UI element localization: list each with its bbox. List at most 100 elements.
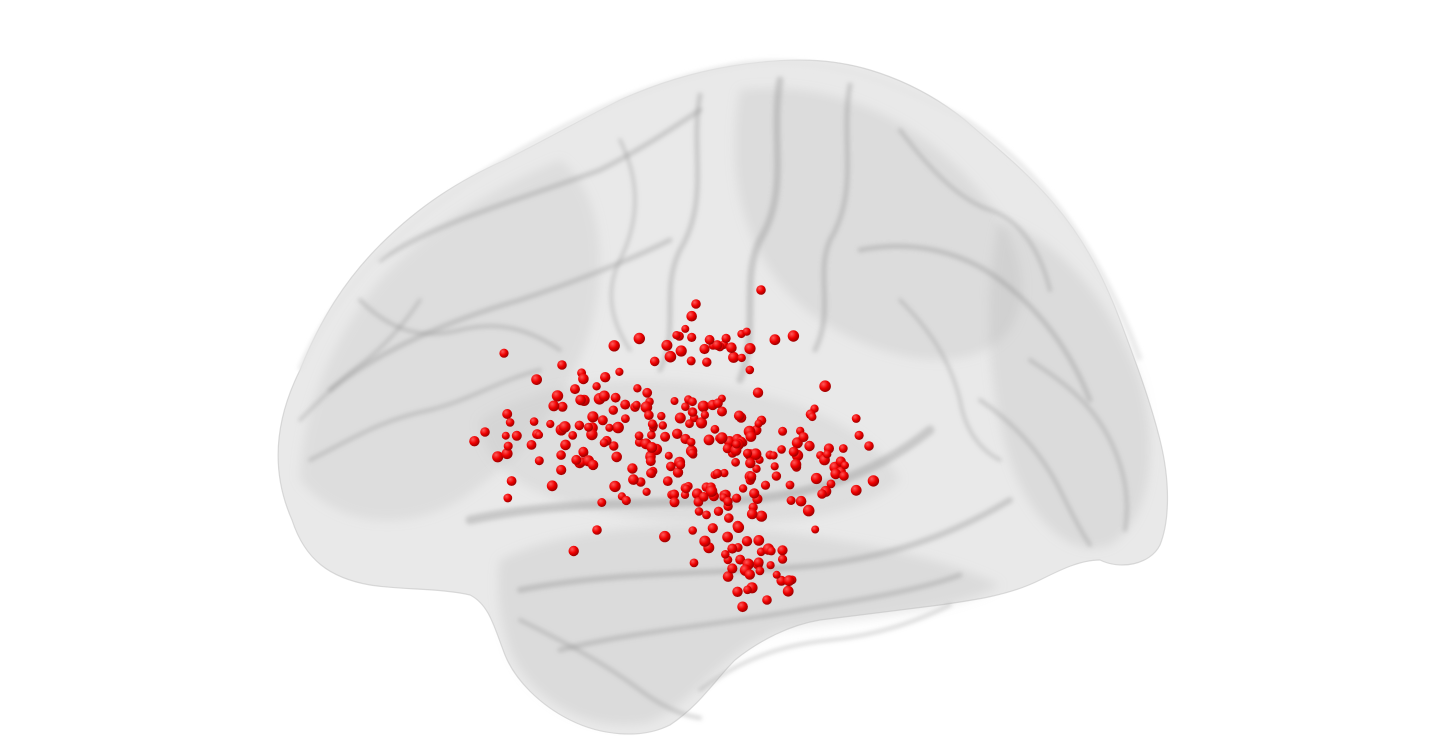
electrode-sphere: [612, 421, 624, 434]
frontal-pole-fold: [298, 298, 422, 422]
electrode-sphere: [600, 372, 611, 383]
electrode-sphere: [713, 398, 723, 409]
electrode-sphere: [804, 440, 815, 452]
electrode-sphere: [644, 410, 654, 421]
electrode-sphere: [578, 373, 589, 385]
electrode-sphere: [675, 345, 687, 357]
electrode-sphere: [609, 441, 619, 451]
electrode-sphere: [568, 431, 578, 440]
electrode-sphere: [823, 450, 832, 459]
electrode-sphere: [599, 438, 609, 448]
electrode-sphere: [546, 480, 558, 492]
electrode-sphere: [676, 460, 686, 470]
electrode-sphere: [571, 454, 582, 465]
electrode-sphere: [501, 448, 513, 460]
electrode-sphere: [499, 348, 509, 358]
electrode-sphere: [705, 485, 718, 497]
electrode-sphere: [728, 351, 740, 363]
electrode-sphere: [716, 432, 728, 444]
electrode-sphere: [505, 418, 515, 427]
electrode-sphere: [592, 382, 601, 391]
electrode-sphere: [633, 332, 645, 345]
electrode-sphere: [597, 498, 607, 507]
electrode-sphere: [574, 420, 585, 431]
electrode-sphere: [674, 412, 686, 424]
electrode-sphere: [556, 450, 566, 460]
electrode-sphere: [724, 513, 734, 523]
electrode-sphere: [808, 412, 817, 422]
electrode-sphere: [778, 426, 788, 436]
electrode-sphere: [732, 586, 743, 597]
superior-frontal-sulcus: [377, 107, 703, 263]
electrode-sphere: [703, 434, 715, 446]
inferior-temporal-sulcus: [557, 572, 963, 653]
frontal-gyrus-fold-1: [308, 368, 542, 462]
electrode-sphere: [688, 397, 697, 407]
electrode-sphere: [867, 475, 880, 487]
electrode-sphere: [745, 431, 757, 442]
electrode-sphere: [686, 437, 696, 447]
electrode-sphere: [699, 492, 709, 502]
electrode-sphere: [717, 406, 727, 417]
electrode-sphere: [749, 488, 760, 499]
electrode-sphere: [697, 400, 710, 412]
electrode-sphere: [745, 457, 756, 469]
electrode-sphere: [747, 471, 757, 481]
electrode-sphere: [726, 342, 737, 354]
electrode-sphere: [760, 480, 771, 490]
electrode-sphere: [830, 468, 841, 480]
electrode-sphere: [670, 397, 679, 405]
electrode-sphere: [503, 493, 513, 503]
electrode-sphere: [753, 535, 765, 546]
electrode-sphere: [557, 401, 568, 412]
sulci-lines: [298, 76, 1129, 720]
electrode-sphere: [746, 508, 758, 520]
electrode-sphere: [686, 310, 697, 322]
electrode-sphere: [685, 419, 694, 429]
electrode-sphere: [557, 360, 567, 370]
electrode-sphere: [551, 390, 564, 402]
electrode-sphere: [646, 468, 656, 478]
frontal-gyrus-fold-2: [358, 298, 562, 352]
electrode-sphere: [526, 440, 537, 450]
electrode-sphere: [721, 550, 730, 559]
electrode-sphere: [850, 484, 862, 496]
electrode-sphere: [559, 421, 571, 433]
electrode-sphere: [700, 410, 710, 420]
electrode-sphere: [658, 421, 667, 430]
electrode-sphere: [687, 448, 697, 458]
electrode-markers: [469, 285, 880, 613]
electrode-sphere: [597, 415, 608, 426]
electrode-sphere: [502, 409, 513, 419]
electrode-sphere: [587, 459, 599, 471]
electrode-sphere: [786, 496, 796, 505]
electrode-sphere: [772, 570, 781, 579]
electrode-sphere: [777, 445, 786, 454]
electrode-sphere: [627, 463, 638, 474]
lateral-fold-2: [898, 298, 1002, 462]
electrode-sphere: [699, 343, 710, 355]
electrode-sphere: [608, 340, 620, 352]
parietal-fold: [898, 128, 1052, 292]
electrode-sphere: [632, 400, 641, 410]
superior-temporal-sulcus: [517, 497, 1013, 593]
electrode-sphere: [666, 461, 676, 472]
electrode-sphere: [755, 510, 768, 522]
lateral-fold-1: [609, 138, 637, 352]
electrode-sphere: [776, 575, 787, 586]
electrode-sphere: [749, 448, 762, 461]
electrode-sphere: [788, 446, 799, 457]
electrode-sphere: [609, 480, 621, 493]
electrode-sphere: [732, 493, 742, 503]
electrode-sphere: [575, 394, 586, 406]
electrode-sphere: [819, 380, 831, 393]
electrode-sphere: [687, 332, 697, 342]
electrode-sphere: [742, 327, 751, 336]
electrode-sphere: [727, 543, 738, 554]
electrode-sphere: [838, 444, 848, 453]
electrode-sphere: [587, 411, 599, 423]
electrode-sphere: [546, 419, 555, 429]
electrode-sphere: [785, 480, 795, 490]
